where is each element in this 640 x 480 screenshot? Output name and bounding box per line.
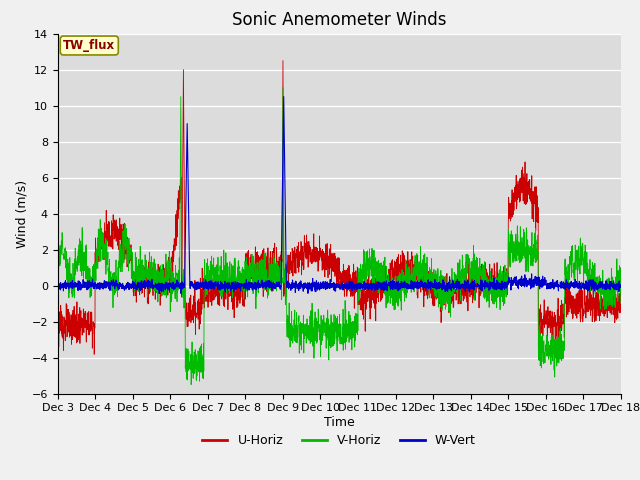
- Text: TW_flux: TW_flux: [63, 39, 115, 52]
- Y-axis label: Wind (m/s): Wind (m/s): [15, 180, 29, 248]
- Title: Sonic Anemometer Winds: Sonic Anemometer Winds: [232, 11, 447, 29]
- Legend: U-Horiz, V-Horiz, W-Vert: U-Horiz, V-Horiz, W-Vert: [198, 429, 481, 452]
- X-axis label: Time: Time: [324, 416, 355, 429]
